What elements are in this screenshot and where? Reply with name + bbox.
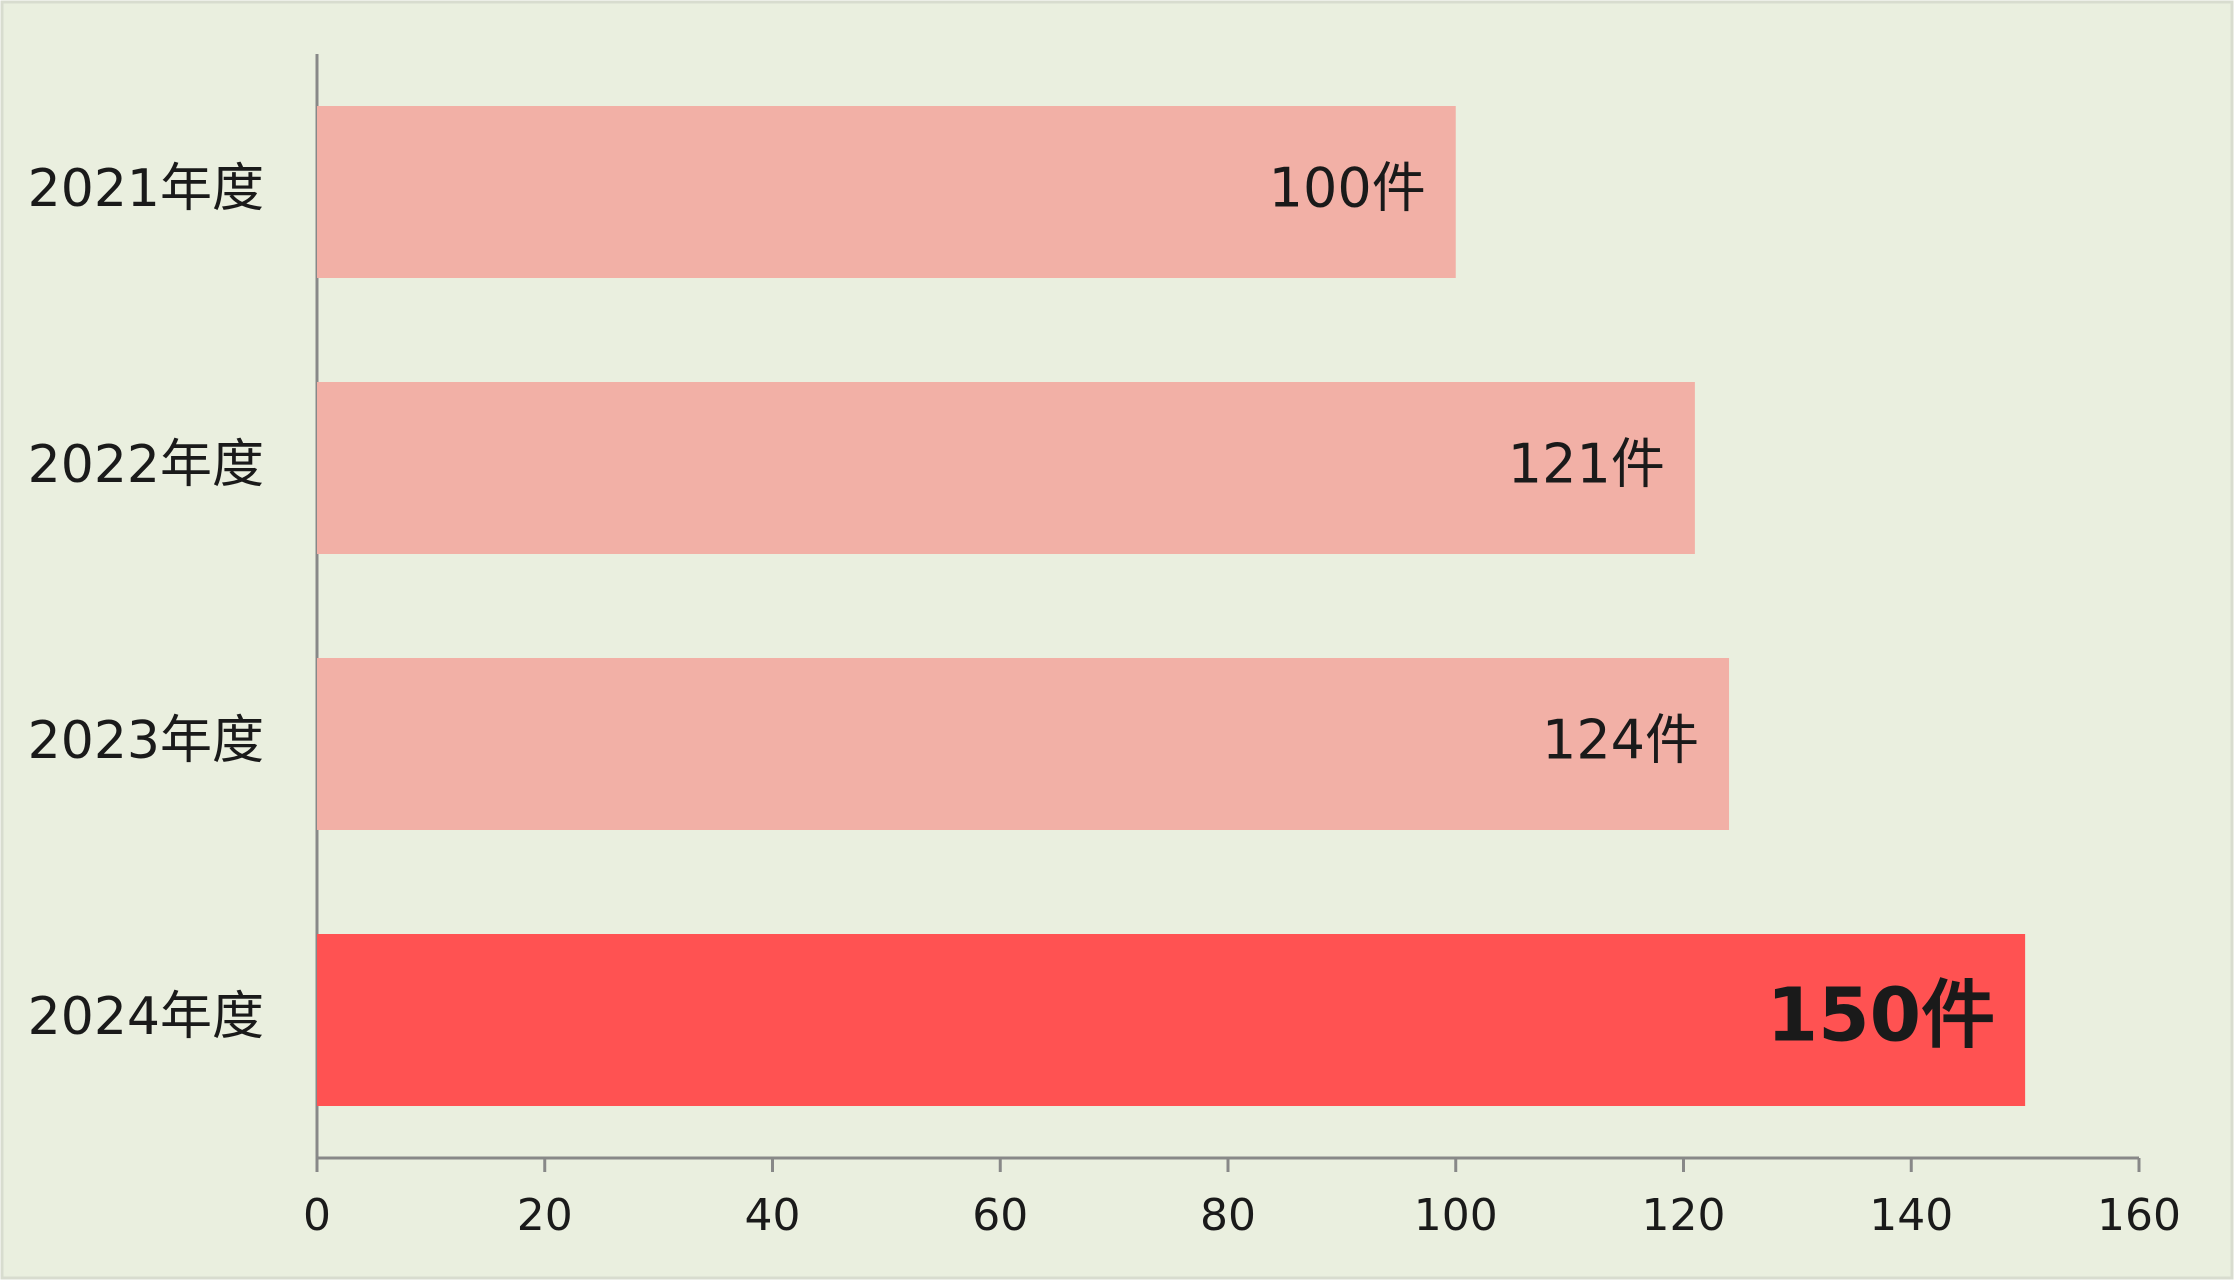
x-tick-label: 100 <box>1414 1190 1498 1241</box>
y-tick-label: 2021年度 <box>28 159 264 219</box>
data-label: 124件 <box>1542 709 1699 772</box>
x-tick-label: 120 <box>1642 1190 1726 1241</box>
y-tick-label: 2024年度 <box>28 987 264 1047</box>
data-label: 121件 <box>1508 433 1665 496</box>
data-label: 100件 <box>1269 157 1426 220</box>
x-tick-label: 40 <box>745 1190 801 1241</box>
bar <box>317 934 2026 1106</box>
x-tick-label: 140 <box>1869 1190 1953 1241</box>
x-tick-label: 0 <box>303 1190 331 1241</box>
x-tick-label: 80 <box>1200 1190 1256 1241</box>
y-tick-label: 2022年度 <box>28 435 264 495</box>
bar <box>317 382 1695 554</box>
x-tick-label: 160 <box>2097 1190 2181 1241</box>
bar <box>317 106 1456 278</box>
x-tick-label: 60 <box>972 1190 1028 1241</box>
bar <box>317 658 1730 830</box>
x-tick-label: 20 <box>517 1190 573 1241</box>
data-label: 150件 <box>1767 973 1995 1059</box>
y-tick-label: 2023年度 <box>28 711 264 771</box>
